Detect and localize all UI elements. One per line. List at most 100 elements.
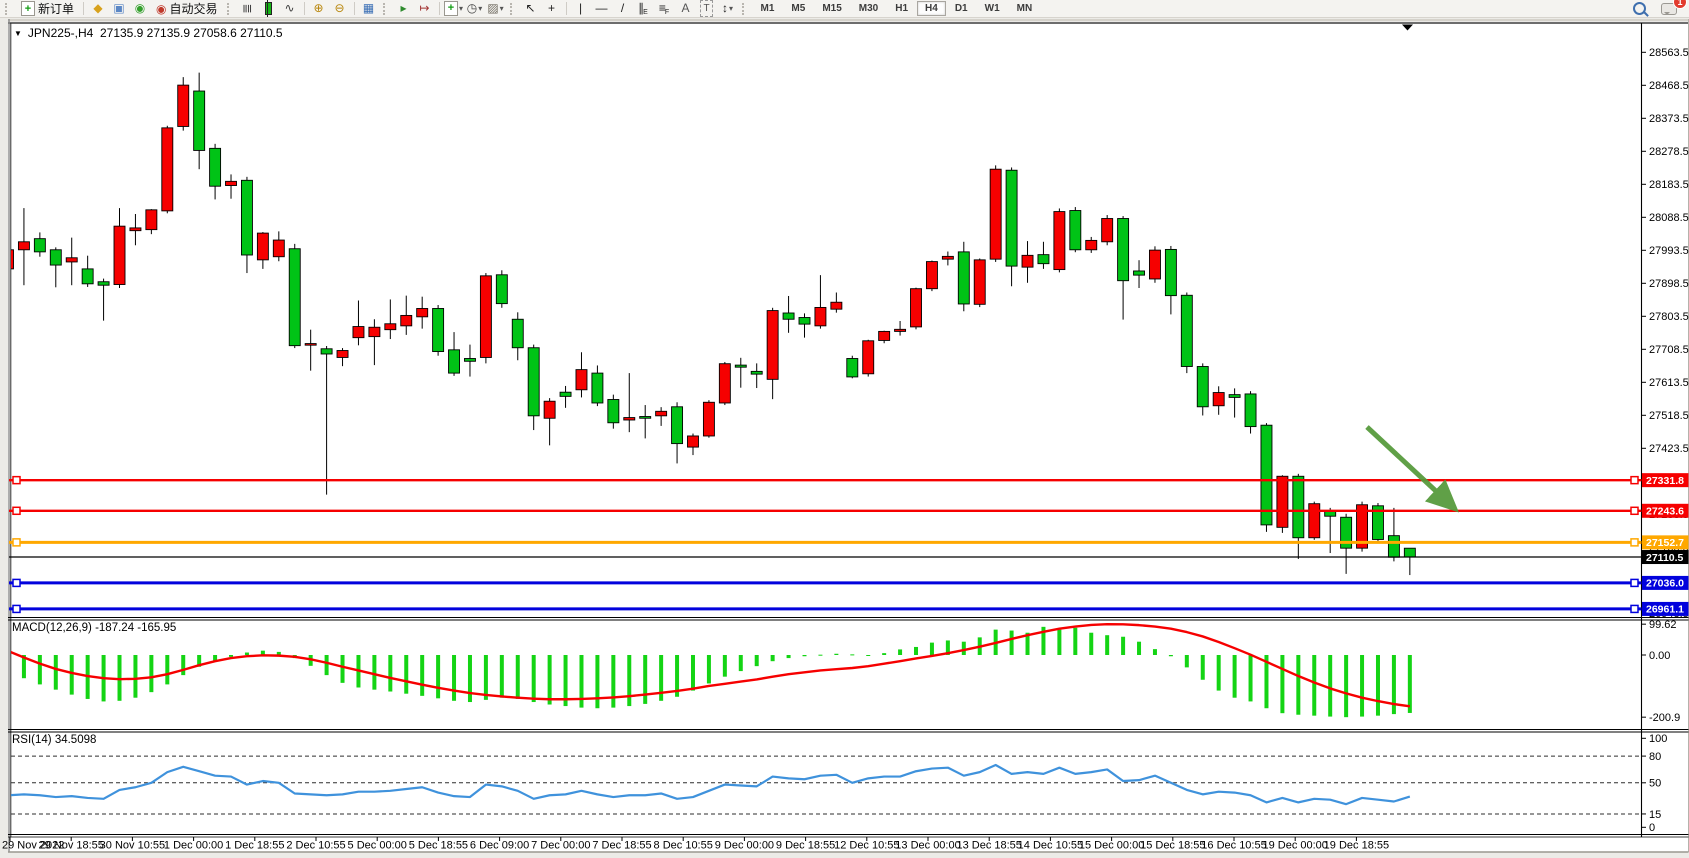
line-handle[interactable] [12,538,21,547]
trend-arrow[interactable] [1365,425,1459,513]
price-tag[interactable] [1642,601,1689,616]
text-icon[interactable]: A [681,1,690,15]
price-tick-label: 27708.5 [1649,344,1689,356]
macd-histogram-bar [404,655,409,694]
trendline-icon[interactable]: / [620,1,625,15]
macd-histogram-bar [1232,655,1237,698]
price-tag[interactable] [1642,473,1689,488]
timeframe-button-m1[interactable]: M1 [760,3,775,14]
price-tag[interactable] [1642,550,1689,565]
price-tag-label: 27243.6 [1646,506,1684,518]
candle-series [11,72,1416,576]
notifications-button[interactable]: 1 [1659,0,1687,17]
autotrading-button[interactable]: ◉ 自动交易 [151,1,223,17]
chart-shift-marker[interactable] [1402,24,1413,31]
chart-shift-icon[interactable]: ↦ [419,1,430,15]
macd-histogram-bar [1312,655,1317,716]
price-tag[interactable] [1642,575,1689,590]
time-tick-label: 7 Dec 18:55 [592,840,651,852]
line-handle[interactable] [12,506,21,516]
candle-body [1149,249,1161,280]
macd-histogram-bar [197,655,202,667]
macd-histogram-bar [133,655,138,698]
macd-histogram-bar [531,655,536,703]
autotrading-icon: ◉ [156,1,167,16]
time-tick-label: 5 Dec 18:55 [409,840,468,852]
candle-body [304,343,317,346]
time-tick-label: 15 Dec 00:00 [1079,840,1144,852]
zoom-in-icon[interactable]: ⊕ [313,1,324,15]
line-handle[interactable] [1630,538,1639,547]
macd-histogram-bar [1375,655,1380,716]
candle-body [33,238,46,253]
line-handle[interactable] [1630,604,1639,614]
candle-body [750,370,763,375]
line-handle[interactable] [1630,475,1639,485]
candle-body [129,227,142,232]
line-handle[interactable] [12,578,21,588]
text-label-icon[interactable]: T [697,0,717,17]
line-handle[interactable] [1630,506,1639,516]
crosshair-icon[interactable]: + [548,1,556,15]
periods-icon[interactable]: ◷ ▾ [466,1,483,15]
line-handle[interactable] [12,475,21,485]
candle-body [1180,294,1193,367]
macd-signal-line [11,622,1411,708]
auto-scroll-icon[interactable]: ▸ [400,1,407,15]
timeframe-button-w1[interactable]: W1 [984,3,1000,14]
news-icon[interactable]: ◉ [134,1,146,15]
zoom-out-icon[interactable]: ⊖ [334,1,345,15]
candle-body [113,225,126,285]
timeframe-button-h1[interactable]: H1 [895,3,909,14]
timeframe-button-m5[interactable]: M5 [791,3,806,14]
timeframe-button-d1[interactable]: D1 [954,3,968,14]
candle-body [559,391,572,397]
price-tick-label: 28183.5 [1649,179,1689,191]
price-tag[interactable] [1642,503,1689,518]
candle-body [1260,424,1273,526]
templates-icon[interactable]: ▨ ▾ [487,1,504,15]
macd-histogram-bar [483,655,488,700]
tile-windows-icon[interactable]: ▦ [362,1,375,15]
autotrading-button-label: 自动交易 [169,2,218,16]
metaeditor-icon[interactable]: ◆ [93,1,103,15]
macd-axis-label: -200.9 [1649,712,1680,724]
line-chart-icon[interactable]: ∿ [284,1,295,15]
timeframe-button-mn[interactable]: MN [1016,3,1033,14]
chart-ohlc: 27135.9 27135.9 27058.6 27110.5 [99,26,283,40]
macd-histogram-bar [1344,655,1349,718]
candle-body [256,232,269,261]
cursor-icon[interactable]: ↖ [525,1,536,15]
macd-histogram-bar [260,650,265,655]
candle-body [1292,475,1305,539]
line-handle[interactable] [1630,578,1639,588]
candle-body [17,241,30,251]
candle-body [1356,504,1369,549]
macd-histogram-bar [1137,641,1142,655]
fibonacci-icon[interactable]: ≡ F [658,1,670,16]
line-handle[interactable] [12,604,21,614]
indicators-icon[interactable]: + ▾ [444,1,464,17]
timeframe-button-h4[interactable]: H4 [917,1,946,16]
candle-body [973,259,986,305]
macd-histogram-bar [563,655,568,707]
macd-histogram-bar [1168,655,1173,657]
search-button[interactable] [1629,1,1649,17]
vertical-line-icon[interactable]: | [578,1,583,15]
candle-body [1021,254,1034,268]
arrows-icon[interactable]: ↕ ▾ [722,1,734,15]
macd-histogram-bar [834,653,839,655]
price-tick-label: 28468.5 [1649,80,1689,92]
time-tick-label: 1 Dec 18:55 [225,840,284,852]
timeframe-button-m30[interactable]: M30 [858,3,879,14]
price-tag[interactable] [1642,535,1689,550]
horizontal-line-icon[interactable]: — [595,1,608,15]
equidistant-channel-icon[interactable]: ∥ E [638,1,648,16]
candlestick-chart-icon[interactable] [259,0,279,17]
candle-body [910,288,922,328]
community-icon[interactable]: ▣ [113,1,125,15]
chart-menu-icon[interactable]: ▼ [14,29,22,38]
new-order-button[interactable]: + 新订单 [16,1,79,17]
timeframe-button-m15[interactable]: M15 [822,3,842,14]
